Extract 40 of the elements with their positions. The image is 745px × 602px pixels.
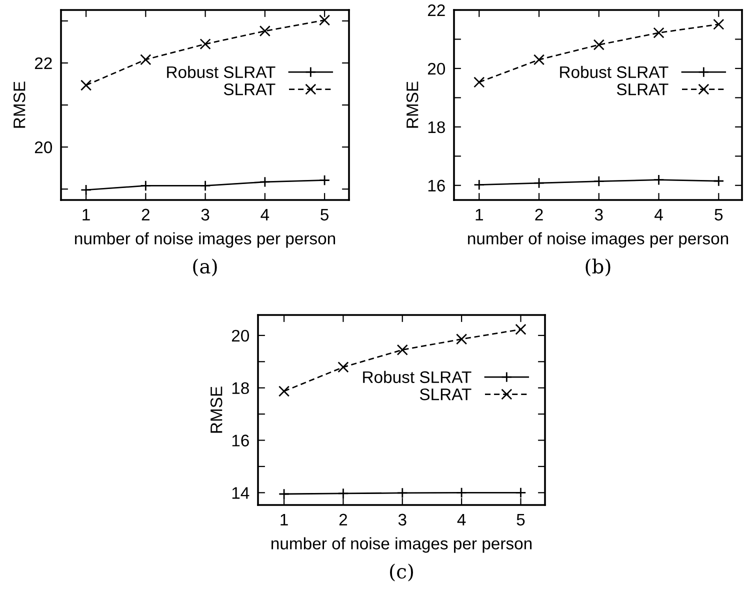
- x-tick-label: 1: [280, 514, 288, 526]
- legend-label: SLRAT: [224, 83, 276, 96]
- x-axis-title: number of noise images per person: [272, 537, 532, 553]
- y-tick-label: 20: [34, 141, 52, 154]
- legend-label: Robust SLRAT: [363, 370, 472, 384]
- x-tick-label: 3: [594, 208, 603, 221]
- x-tick-label: 2: [535, 208, 543, 220]
- legend-label: Robust SLRAT: [167, 66, 276, 78]
- text: (b): [586, 258, 610, 276]
- x-tick-label: 5: [516, 514, 525, 526]
- y-axis-title: RMSE: [210, 386, 222, 433]
- y-tick-label: 14: [232, 487, 250, 499]
- x-tick-label: 1: [82, 208, 90, 220]
- x-axis-title: number of noise images per person: [75, 232, 336, 248]
- text: (c): [390, 564, 413, 582]
- y-tick-label: 20: [232, 330, 250, 342]
- y-tick-label: 18: [428, 121, 445, 134]
- legend-label: SLRAT: [616, 83, 668, 96]
- y-axis-title: RMSE: [13, 82, 26, 128]
- text: (a): [193, 258, 217, 276]
- y-tick-label: 16: [428, 180, 445, 192]
- y-tick-label: 16: [232, 434, 249, 446]
- x-tick-label: 2: [142, 208, 150, 220]
- x-tick-label: 4: [260, 208, 270, 220]
- y-tick-label: 22: [34, 57, 52, 70]
- x-axis-title: number of noise images per person: [468, 232, 728, 248]
- legend-label: Robust SLRAT: [560, 66, 668, 78]
- x-tick-label: 3: [398, 514, 406, 526]
- y-tick-label: 20: [428, 62, 446, 75]
- x-tick-label: 5: [320, 208, 328, 221]
- x-tick-label: 5: [714, 208, 723, 221]
- y-tick-label: 18: [232, 382, 249, 394]
- x-tick-label: 2: [339, 514, 348, 526]
- x-tick-label: 3: [201, 208, 210, 221]
- x-tick-label: 4: [457, 514, 466, 526]
- y-tick-label: 22: [428, 4, 445, 16]
- x-tick-label: 1: [476, 208, 483, 220]
- legend-label: SLRAT: [420, 388, 472, 400]
- y-axis-title: RMSE: [406, 82, 418, 128]
- x-tick-label: 4: [654, 208, 663, 220]
